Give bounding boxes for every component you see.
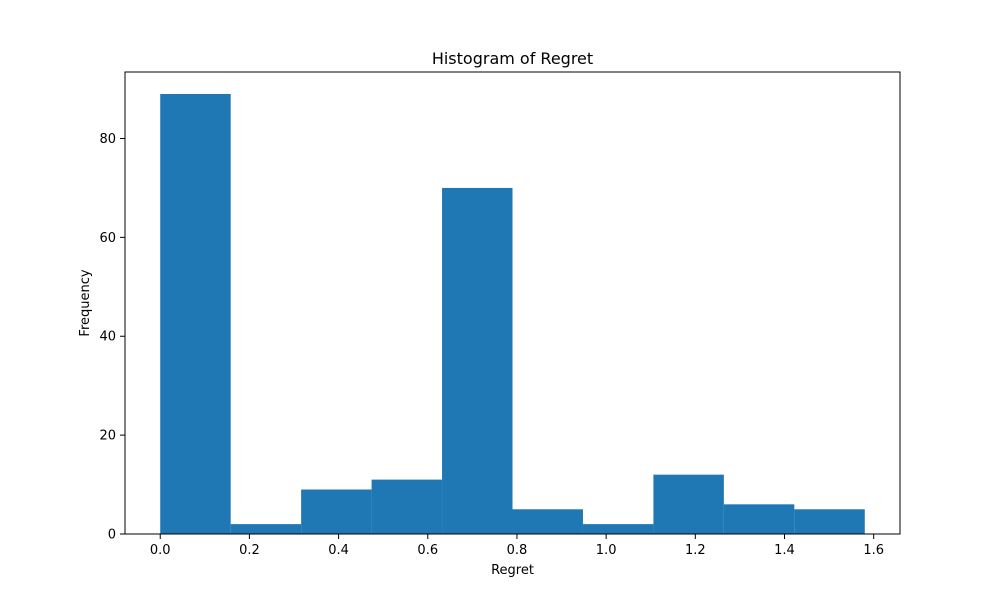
x-tick-label: 0.0 xyxy=(150,543,171,558)
histogram-bar-6 xyxy=(582,524,654,534)
chart-title: Histogram of Regret xyxy=(432,49,593,68)
y-tick-label: 0 xyxy=(108,528,116,543)
x-axis-ticks: 0.0 0.2 0.4 0.6 0.8 1.0 1.2 1.4 1.6 xyxy=(150,534,884,558)
x-tick-label: 0.4 xyxy=(328,543,349,558)
histogram-bar-7 xyxy=(653,474,724,534)
histogram-bar-9 xyxy=(794,509,865,534)
y-tick-label: 80 xyxy=(99,132,116,147)
x-tick-label: 1.4 xyxy=(774,543,795,558)
y-axis-ticks: 0 20 40 60 80 xyxy=(99,132,125,543)
histogram-bar-1 xyxy=(230,524,302,534)
histogram-bar-4 xyxy=(442,187,513,534)
y-tick-label: 40 xyxy=(99,330,116,345)
histogram-bar-5 xyxy=(512,509,583,534)
x-axis-label: Regret xyxy=(491,563,534,578)
y-axis-label: Frequency xyxy=(78,269,93,336)
histogram-bar-0 xyxy=(160,94,231,534)
histogram-bar-3 xyxy=(371,479,443,534)
x-tick-label: 0.2 xyxy=(239,543,260,558)
x-tick-label: 1.2 xyxy=(685,543,706,558)
x-tick-label: 1.0 xyxy=(596,543,617,558)
histogram-bar-8 xyxy=(723,504,795,534)
bars-group xyxy=(160,94,865,534)
histogram-bar-2 xyxy=(301,489,372,534)
y-tick-label: 60 xyxy=(99,231,116,246)
x-tick-label: 1.6 xyxy=(863,543,884,558)
y-tick-label: 20 xyxy=(99,429,116,444)
x-tick-label: 0.6 xyxy=(417,543,438,558)
plot-area-frame xyxy=(124,71,901,535)
x-tick-label: 0.8 xyxy=(507,543,528,558)
